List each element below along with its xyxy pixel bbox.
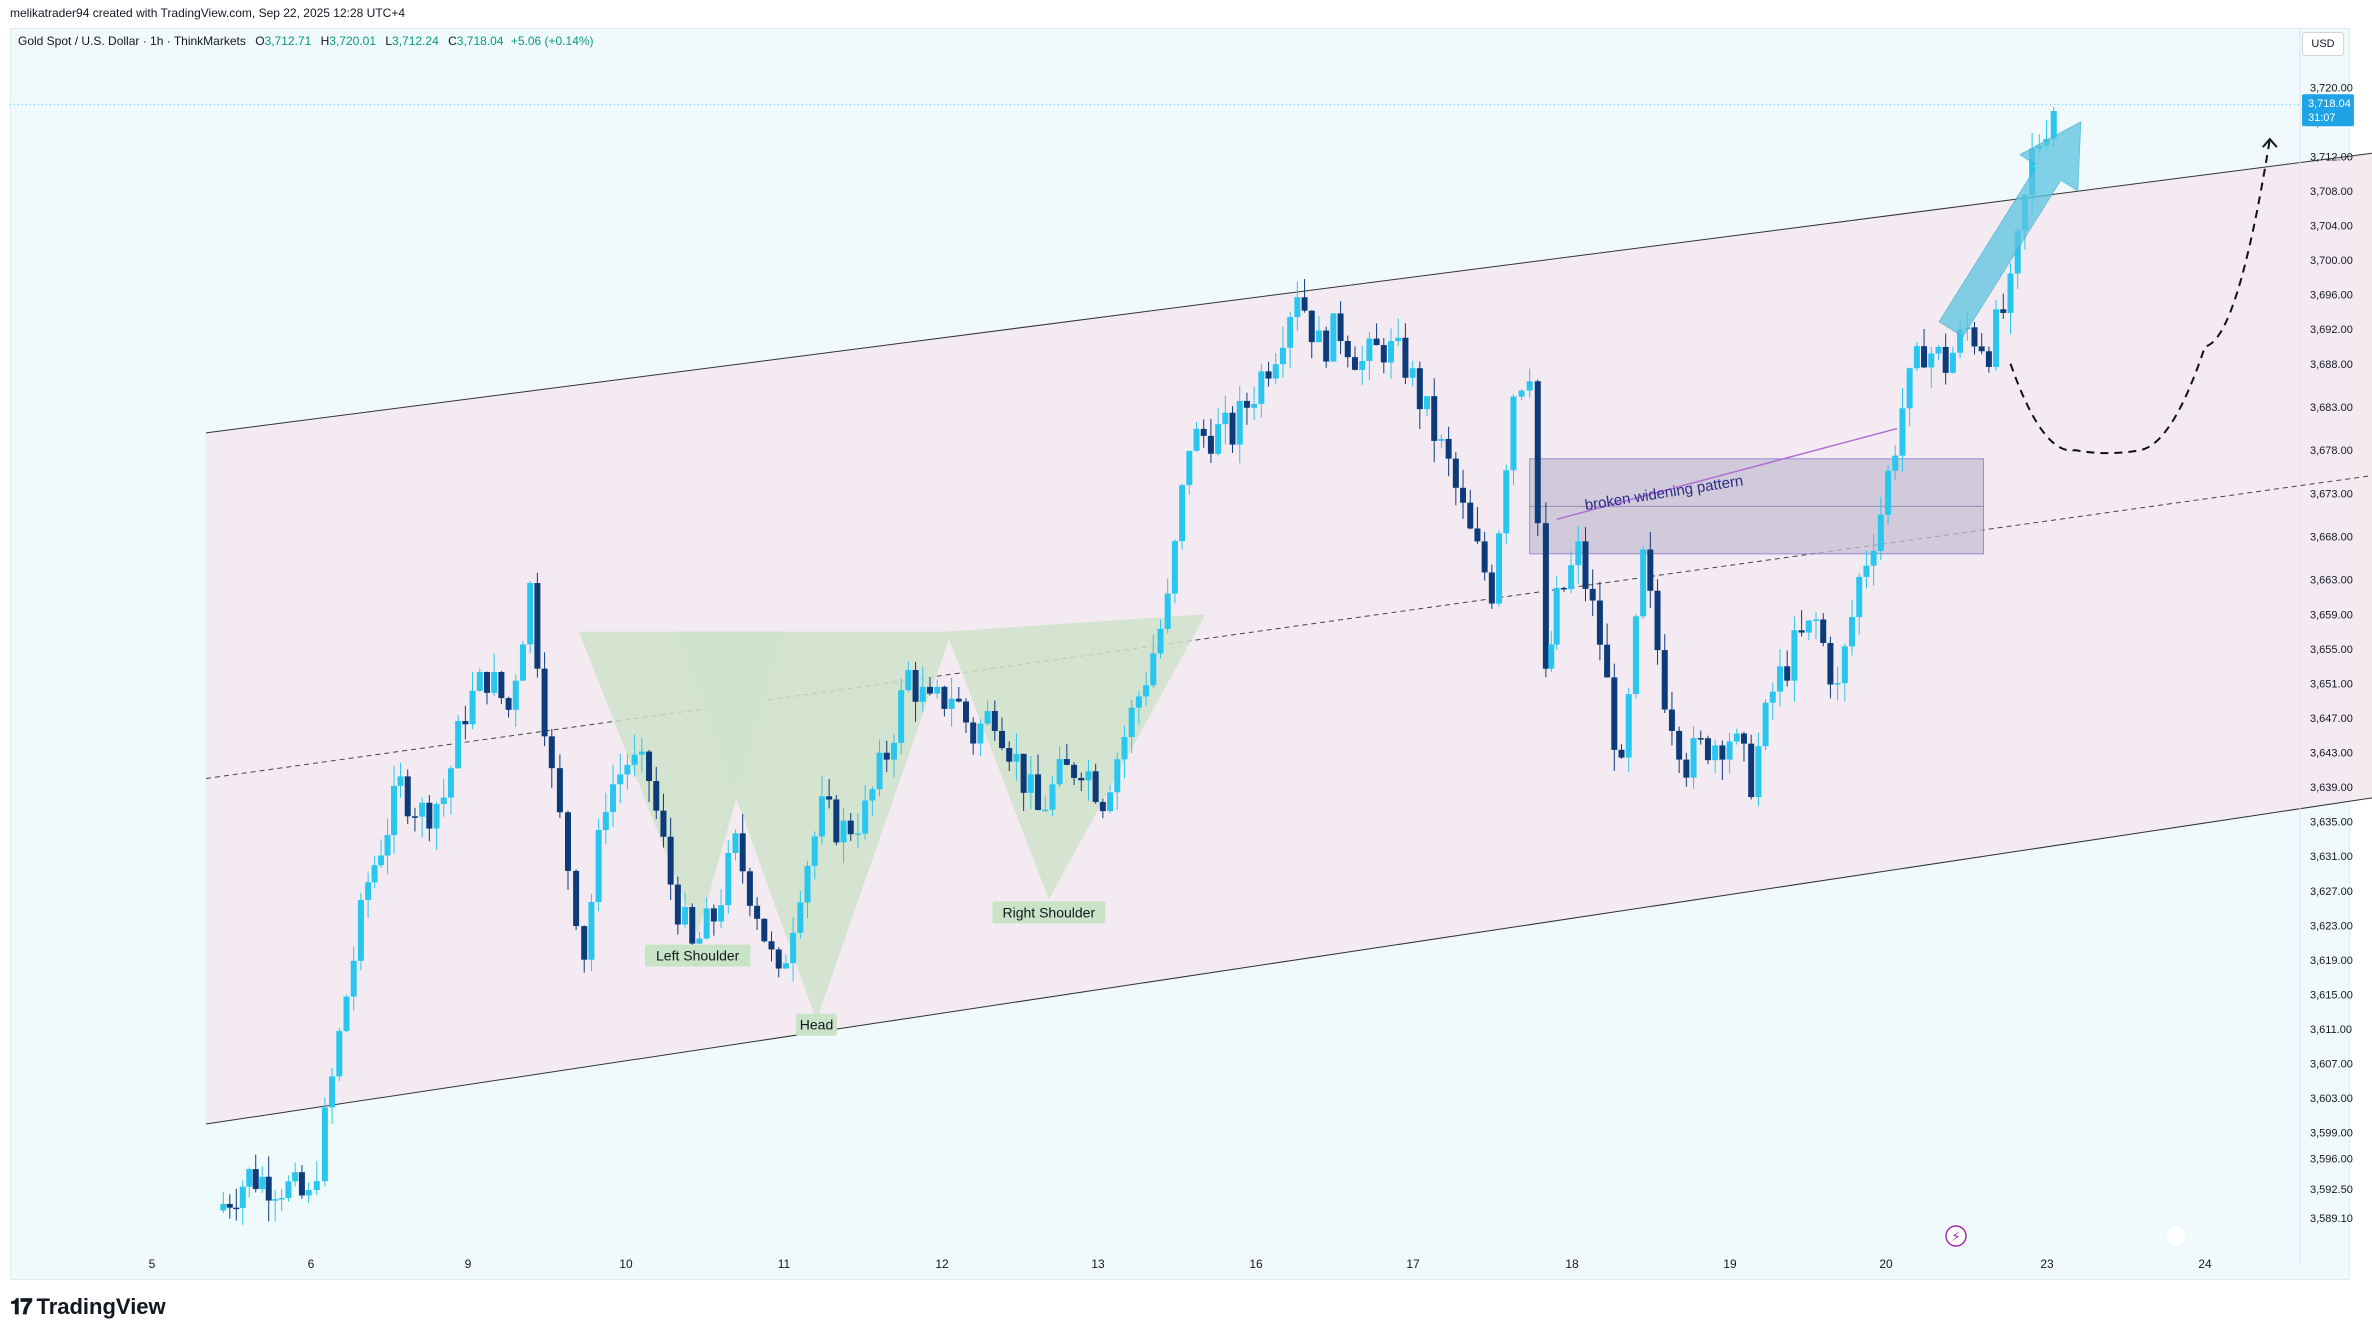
brand-name: TradingView [36,1294,166,1319]
currency-button[interactable]: USD [2302,32,2344,56]
low-label: L [385,34,393,48]
high-value: 3,720.01 [329,34,376,48]
tradingview-logo[interactable]: 𝟏𝟕 TradingView [10,1294,166,1320]
chart-area[interactable] [10,28,2350,1280]
close-value: 3,718.04 [456,34,504,48]
high-label: H [320,34,330,48]
created-by-caption: melikatrader94 created with TradingView.… [10,6,406,20]
low-value: 3,712.24 [392,34,439,48]
open-value: 3,712.71 [264,34,312,48]
change-value: +5.06 (+0.14%) [510,34,594,48]
symbol-legend: Gold Spot / U.S. Dollar · 1h · ThinkMark… [18,34,594,48]
symbol-title: Gold Spot / U.S. Dollar · 1h · ThinkMark… [18,34,246,48]
tradingview-mark-icon: 𝟏𝟕 [10,1294,33,1319]
open-label: O [255,34,265,48]
close-label: C [448,34,457,48]
